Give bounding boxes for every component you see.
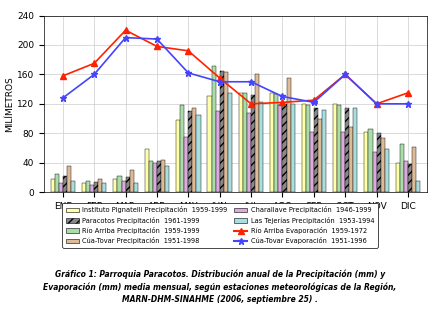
Bar (318, 118, 322, 192)
Bar (103, 184, 106, 192)
Bar (243, 93, 247, 192)
Bar (349, 127, 353, 192)
Bar (55, 174, 59, 192)
Bar (310, 132, 314, 192)
Bar (404, 161, 408, 192)
Bar (98, 179, 103, 192)
Bar (345, 108, 349, 192)
Bar (322, 110, 326, 192)
Bar (63, 176, 67, 192)
Bar (216, 111, 220, 192)
Bar (149, 161, 153, 192)
Bar (220, 71, 224, 192)
Bar (212, 66, 216, 192)
Bar (134, 184, 138, 192)
Bar (59, 184, 63, 192)
Bar (197, 115, 201, 192)
Bar (377, 133, 381, 192)
Bar (228, 93, 232, 192)
Bar (385, 149, 389, 192)
X-axis label: MESES: MESES (220, 214, 251, 223)
Bar (157, 161, 161, 192)
Bar (224, 72, 228, 192)
Text: Gráfico 1: Parroquia Paracotos. Distribución anual de la Precipitación (mm) y: Gráfico 1: Parroquia Paracotos. Distribu… (55, 270, 385, 279)
Bar (90, 185, 94, 192)
Bar (86, 181, 90, 192)
Bar (373, 152, 377, 192)
Bar (259, 102, 263, 192)
Bar (255, 74, 259, 192)
Bar (165, 166, 169, 192)
Text: MARN-DHM-SINAHME (2006, septiembre 25) .: MARN-DHM-SINAHME (2006, septiembre 25) . (122, 294, 318, 303)
Bar (274, 94, 279, 192)
Bar (180, 105, 184, 192)
Bar (337, 105, 341, 192)
Bar (412, 147, 416, 192)
Bar (130, 170, 134, 192)
Bar (125, 177, 130, 192)
Bar (314, 108, 318, 192)
Bar (282, 104, 286, 192)
Bar (270, 93, 274, 192)
Bar (400, 144, 404, 192)
Bar (71, 181, 75, 192)
Bar (153, 163, 157, 192)
Bar (184, 137, 188, 192)
Y-axis label: MILÍMETROS: MILÍMETROS (5, 76, 14, 132)
Bar (301, 104, 306, 192)
Bar (416, 181, 420, 192)
Bar (114, 179, 117, 192)
Bar (239, 93, 243, 192)
Bar (247, 113, 251, 192)
Bar (291, 104, 295, 192)
Bar (408, 164, 412, 192)
Bar (251, 95, 255, 192)
Bar (117, 176, 121, 192)
Bar (381, 139, 385, 192)
Bar (353, 108, 357, 192)
Bar (306, 105, 310, 192)
Legend: Instituto Pignatelli Precipitación  1959-1999, Paracotos Precipitación  1961-199: Instituto Pignatelli Precipitación 1959-… (62, 203, 378, 248)
Bar (51, 179, 55, 192)
Bar (364, 132, 368, 192)
Bar (333, 104, 337, 192)
Bar (67, 166, 71, 192)
Bar (145, 149, 149, 192)
Text: Evaporación (mm) media mensual, según estaciones meteorológicas de la Región,: Evaporación (mm) media mensual, según es… (44, 282, 396, 292)
Bar (396, 163, 400, 192)
Bar (121, 181, 125, 192)
Bar (176, 120, 180, 192)
Bar (188, 111, 192, 192)
Bar (94, 182, 98, 192)
Bar (161, 160, 165, 192)
Bar (82, 184, 86, 192)
Bar (341, 132, 345, 192)
Bar (286, 78, 291, 192)
Bar (368, 129, 373, 192)
Bar (279, 105, 282, 192)
Bar (192, 108, 197, 192)
Bar (208, 96, 212, 192)
